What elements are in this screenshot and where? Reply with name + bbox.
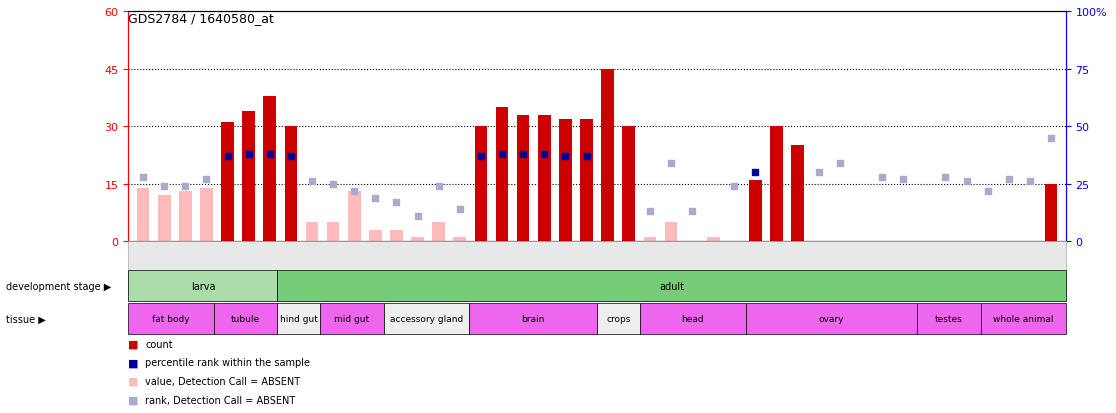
Point [325, 181, 343, 188]
Text: testes: testes [935, 315, 962, 323]
Point [219, 154, 237, 160]
Point [578, 154, 596, 160]
Text: hind gut: hind gut [280, 315, 318, 323]
Bar [496, 108, 509, 242]
Text: adult: adult [660, 281, 684, 291]
Text: development stage ▶: development stage ▶ [6, 281, 110, 291]
Text: fat body: fat body [152, 315, 190, 323]
Bar [644, 238, 656, 242]
Point [747, 169, 764, 176]
Bar [770, 127, 782, 242]
Bar [791, 146, 804, 242]
Point [810, 169, 828, 176]
Point [873, 174, 891, 181]
Point [936, 174, 954, 181]
Bar [580, 119, 593, 242]
Point [979, 188, 997, 195]
Text: ■: ■ [128, 394, 138, 405]
Bar [327, 223, 339, 242]
Bar [559, 119, 571, 242]
Point [725, 183, 743, 190]
Text: head: head [682, 315, 704, 323]
Text: brain: brain [521, 315, 545, 323]
Bar [157, 196, 171, 242]
Point [155, 183, 173, 190]
Bar [474, 127, 488, 242]
Bar [412, 238, 424, 242]
Text: tissue ▶: tissue ▶ [6, 314, 46, 324]
Bar [242, 112, 256, 242]
Bar [179, 192, 192, 242]
Text: mid gut: mid gut [335, 315, 369, 323]
Point [536, 151, 554, 158]
Text: value, Detection Call = ABSENT: value, Detection Call = ABSENT [145, 376, 300, 386]
Bar [391, 230, 403, 242]
Bar [665, 223, 677, 242]
Point [282, 154, 300, 160]
Point [472, 154, 490, 160]
Point [1000, 176, 1018, 183]
Text: percentile rank within the sample: percentile rank within the sample [145, 357, 310, 368]
Text: crops: crops [606, 315, 631, 323]
Bar [137, 188, 150, 242]
Bar [453, 238, 466, 242]
Point [662, 160, 680, 167]
Point [387, 199, 405, 206]
Text: GDS2784 / 1640580_at: GDS2784 / 1640580_at [128, 12, 275, 25]
Bar [369, 230, 382, 242]
Bar [602, 70, 614, 242]
Bar [538, 116, 550, 242]
Bar [221, 123, 234, 242]
Bar [749, 180, 762, 242]
Point [557, 154, 575, 160]
Point [1042, 135, 1060, 142]
Point [451, 206, 469, 213]
Point [366, 195, 384, 202]
Text: accessory gland: accessory gland [389, 315, 463, 323]
Point [261, 151, 279, 158]
Bar [706, 238, 720, 242]
Point [683, 209, 701, 215]
Bar [623, 127, 635, 242]
Text: ovary: ovary [819, 315, 844, 323]
Text: count: count [145, 339, 173, 349]
Point [408, 213, 426, 220]
Text: ■: ■ [128, 339, 138, 349]
Bar [306, 223, 318, 242]
Point [198, 176, 215, 183]
Point [176, 183, 194, 190]
Text: ■: ■ [128, 357, 138, 368]
Bar [1045, 184, 1057, 242]
Point [240, 151, 258, 158]
Text: larva: larva [191, 281, 215, 291]
Point [304, 179, 321, 185]
Text: rank, Detection Call = ABSENT: rank, Detection Call = ABSENT [145, 394, 296, 405]
Point [831, 160, 849, 167]
Point [958, 179, 975, 185]
Point [1021, 179, 1039, 185]
Text: whole animal: whole animal [993, 315, 1054, 323]
Point [493, 151, 511, 158]
Text: ■: ■ [128, 376, 138, 386]
Point [345, 188, 363, 195]
Point [134, 174, 152, 181]
Bar [348, 192, 360, 242]
Text: tubule: tubule [231, 315, 260, 323]
Point [894, 176, 912, 183]
Bar [517, 116, 529, 242]
Point [430, 183, 448, 190]
Point [514, 151, 532, 158]
Bar [432, 223, 445, 242]
Bar [285, 127, 297, 242]
Point [641, 209, 658, 215]
Bar [200, 188, 213, 242]
Bar [263, 97, 276, 242]
